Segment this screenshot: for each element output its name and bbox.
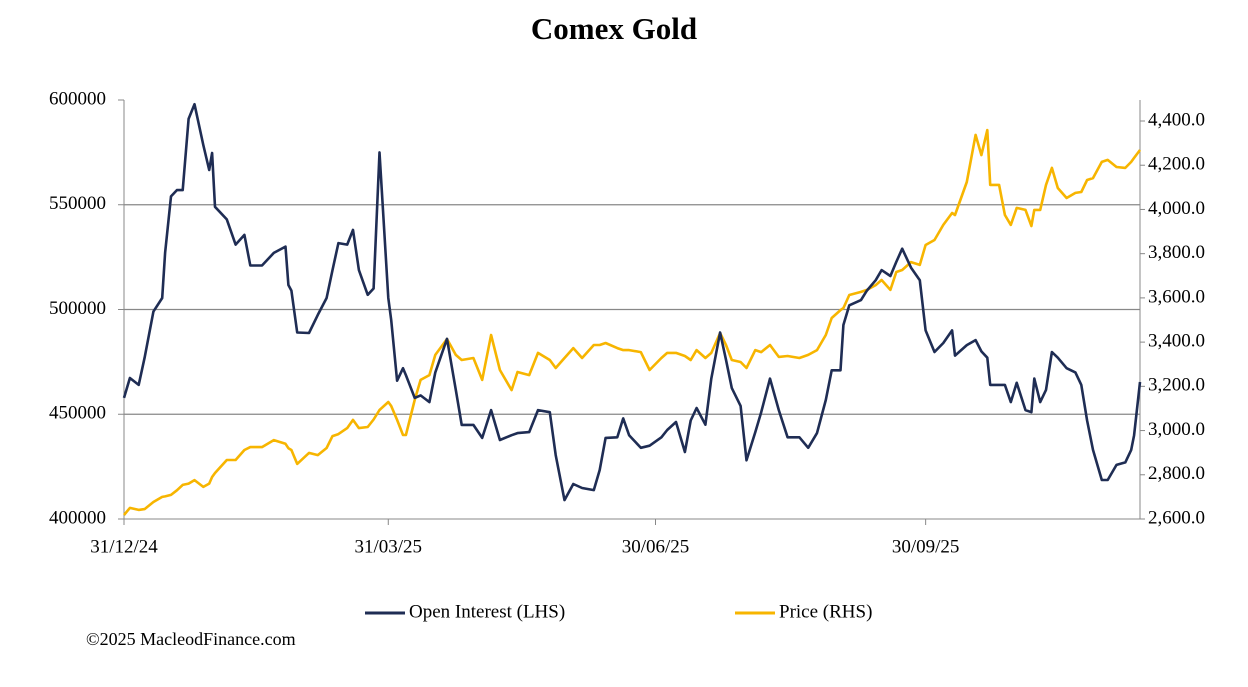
- legend-label: Open Interest (LHS): [409, 601, 565, 622]
- y2-tick-label: 2,800.0: [1148, 463, 1205, 484]
- y2-tick-label: 4,200.0: [1148, 154, 1205, 175]
- y-tick-label: 600000: [49, 88, 106, 109]
- chart-title: Comex Gold: [531, 11, 697, 46]
- y-tick-label: 400000: [49, 507, 106, 528]
- y2-tick-label: 3,800.0: [1148, 242, 1205, 263]
- y-tick-label: 500000: [49, 298, 106, 319]
- source: ©2025 MacleodFinance.com: [86, 629, 296, 649]
- y-tick-label: 550000: [49, 193, 106, 214]
- x-tick-label: 31/03/25: [354, 536, 422, 557]
- y2-tick-label: 3,600.0: [1148, 286, 1205, 307]
- series-line: [123, 128, 1142, 516]
- y2-tick-label: 4,400.0: [1148, 109, 1205, 130]
- x-tick-label: 31/12/24: [90, 536, 158, 557]
- x-tick-label: 30/06/25: [622, 536, 690, 557]
- legend-label: Price (RHS): [779, 601, 872, 622]
- y-tick-label: 450000: [49, 403, 106, 424]
- x-tick-label: 30/09/25: [892, 536, 960, 557]
- y2-tick-label: 4,000.0: [1148, 198, 1205, 219]
- y2-tick-label: 3,200.0: [1148, 375, 1205, 396]
- y2-tick-label: 3,400.0: [1148, 330, 1205, 351]
- y2-tick-label: 3,000.0: [1148, 419, 1205, 440]
- y2-tick-label: 2,600.0: [1148, 507, 1205, 528]
- series-line: [122, 102, 1142, 502]
